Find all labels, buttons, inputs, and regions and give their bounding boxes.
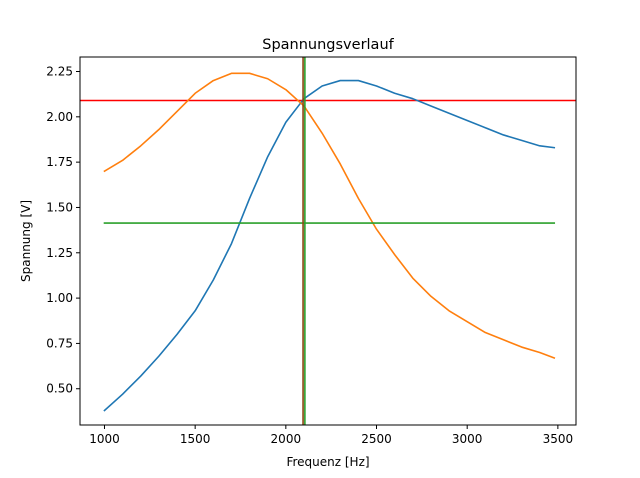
x-axis: 1000 1500 2000 2500 3000 3500 [89,425,573,446]
y-tick-label: 2.00 [46,110,73,124]
series-line-1 [103,72,556,359]
y-tick-label: 1.50 [46,200,73,214]
x-tick-label: 1500 [180,432,211,446]
x-tick-label: 3000 [452,432,483,446]
y-axis-label: Spannung [V] [19,200,33,282]
y-tick-label: 2.25 [46,65,73,79]
chart-title: Spannungsverlauf [262,37,394,53]
x-tick-label: 2500 [361,432,392,446]
x-tick-label: 3500 [543,432,574,446]
axes-frame [79,56,577,426]
plot-area [80,57,576,425]
y-tick-label: 0.50 [46,382,73,396]
series-line-0 [103,79,556,412]
y-tick-label: 1.00 [46,291,73,305]
y-tick-label: 0.75 [46,336,73,350]
y-tick-label: 1.25 [46,246,73,260]
x-tick-label: 1000 [89,432,120,446]
y-tick-label: 1.75 [46,155,73,169]
x-axis-label: Frequenz [Hz] [286,455,369,469]
y-axis: 0.50 0.75 1.00 1.25 1.50 1.75 2.00 2.25 [46,65,80,396]
x-tick-label: 2000 [271,432,302,446]
